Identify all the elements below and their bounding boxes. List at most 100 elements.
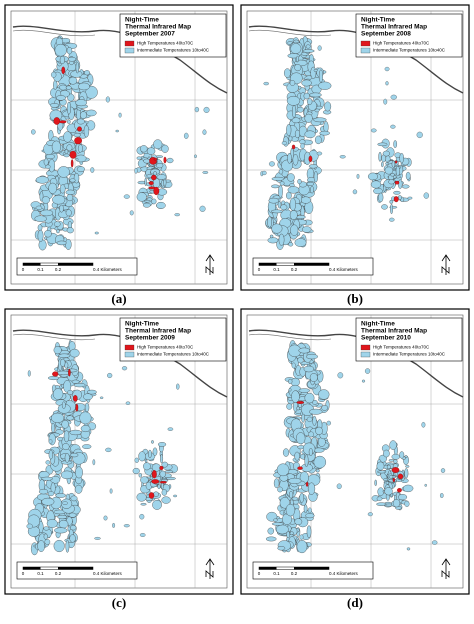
thermal-area xyxy=(393,190,401,195)
thermal-area xyxy=(65,539,70,553)
thermal-area xyxy=(37,229,44,242)
thermal-area xyxy=(55,95,66,101)
thermal-area xyxy=(136,192,147,202)
thermal-area xyxy=(288,388,292,392)
legend-label: Intermediate Temperatures 10to40C xyxy=(137,352,210,357)
thermal-area xyxy=(69,348,80,358)
thermal-area xyxy=(304,130,316,139)
scale-label: 0.2 xyxy=(291,267,298,272)
hot-area xyxy=(153,157,158,161)
thermal-area xyxy=(271,223,283,234)
thermal-area xyxy=(143,199,151,203)
thermal-area xyxy=(152,499,162,510)
thermal-area xyxy=(56,240,67,246)
river xyxy=(248,29,332,37)
thermal-area xyxy=(59,204,64,213)
thermal-area xyxy=(321,405,328,411)
scale-label: 0 xyxy=(258,267,261,272)
thermal-area xyxy=(51,71,57,78)
thermal-area xyxy=(292,154,299,166)
legend-label: Intermediate Temperatures 10to40C xyxy=(137,48,210,53)
thermal-area xyxy=(138,473,142,478)
scale-bar xyxy=(259,263,277,266)
thermal-area xyxy=(291,362,296,369)
thermal-area xyxy=(288,242,294,247)
thermal-area xyxy=(364,368,371,374)
thermal-area xyxy=(271,176,285,181)
thermal-area xyxy=(421,422,426,428)
map-title: September 2008 xyxy=(361,31,411,38)
thermal-area xyxy=(389,440,397,450)
scale-label: 0.4 Kilometers xyxy=(329,571,359,576)
thermal-area xyxy=(391,160,396,168)
thermal-area xyxy=(43,533,48,540)
hot-area xyxy=(393,196,399,203)
thermal-area xyxy=(313,117,327,123)
legend-swatch xyxy=(360,344,371,351)
legend-label: High Temperatures 40to70C xyxy=(137,345,194,350)
legend-swatch xyxy=(124,40,135,47)
thermal-area xyxy=(268,197,279,204)
thermal-area xyxy=(377,470,387,474)
thermal-area xyxy=(62,443,70,451)
thermal-area xyxy=(65,239,72,250)
thermal-area xyxy=(269,234,274,239)
scale-bar xyxy=(294,567,329,570)
scale-bar xyxy=(58,567,93,570)
thermal-area xyxy=(398,494,408,501)
map-title: September 2009 xyxy=(125,335,175,342)
hot-area xyxy=(53,117,61,125)
thermal-area xyxy=(302,49,315,53)
hot-area xyxy=(58,120,67,124)
hot-area xyxy=(397,473,404,480)
thermal-area xyxy=(46,519,58,528)
thermal-area xyxy=(405,171,411,180)
map-title: Thermal Infrared Map xyxy=(361,328,427,335)
thermal-area xyxy=(310,186,314,194)
scale-label: 0 xyxy=(22,267,25,272)
thermal-area xyxy=(129,210,134,216)
thermal-area xyxy=(318,81,332,90)
thermal-area xyxy=(288,378,293,384)
thermal-area xyxy=(58,353,71,358)
thermal-area xyxy=(265,536,277,542)
thermal-area xyxy=(50,103,59,108)
thermal-area xyxy=(304,454,309,467)
thermal-area xyxy=(48,182,57,194)
thermal-area xyxy=(86,109,97,117)
thermal-area xyxy=(55,493,66,498)
thermal-area xyxy=(393,140,397,148)
scale-label: 0.4 Kilometers xyxy=(93,571,123,576)
thermal-area xyxy=(66,194,74,202)
thermal-area xyxy=(75,99,87,107)
hot-area xyxy=(148,492,155,499)
thermal-area xyxy=(401,184,410,189)
thermal-area xyxy=(389,217,395,222)
thermal-area xyxy=(301,226,312,233)
thermal-area xyxy=(99,396,104,399)
map-title: Thermal Infrared Map xyxy=(125,24,191,31)
thermal-area xyxy=(367,512,373,517)
hot-area xyxy=(68,368,71,377)
thermal-area xyxy=(305,44,311,49)
thermal-area xyxy=(66,227,74,234)
thermal-area xyxy=(294,129,300,139)
thermal-area xyxy=(307,507,312,514)
thermal-area xyxy=(156,163,164,169)
scale-box xyxy=(16,257,138,276)
thermal-area xyxy=(94,231,99,235)
hot-area xyxy=(61,66,66,75)
thermal-area xyxy=(277,486,283,493)
thermal-area xyxy=(61,401,66,409)
thermal-area xyxy=(51,412,65,423)
thermal-area xyxy=(53,539,65,553)
hot-area xyxy=(75,403,79,412)
thermal-area xyxy=(167,427,174,431)
hot-area xyxy=(151,479,160,484)
scale-bar xyxy=(23,567,41,570)
thermal-area xyxy=(390,203,393,214)
legend-swatch xyxy=(360,40,371,47)
thermal-area xyxy=(284,68,291,78)
thermal-area xyxy=(296,106,304,113)
thermal-area xyxy=(153,171,157,176)
